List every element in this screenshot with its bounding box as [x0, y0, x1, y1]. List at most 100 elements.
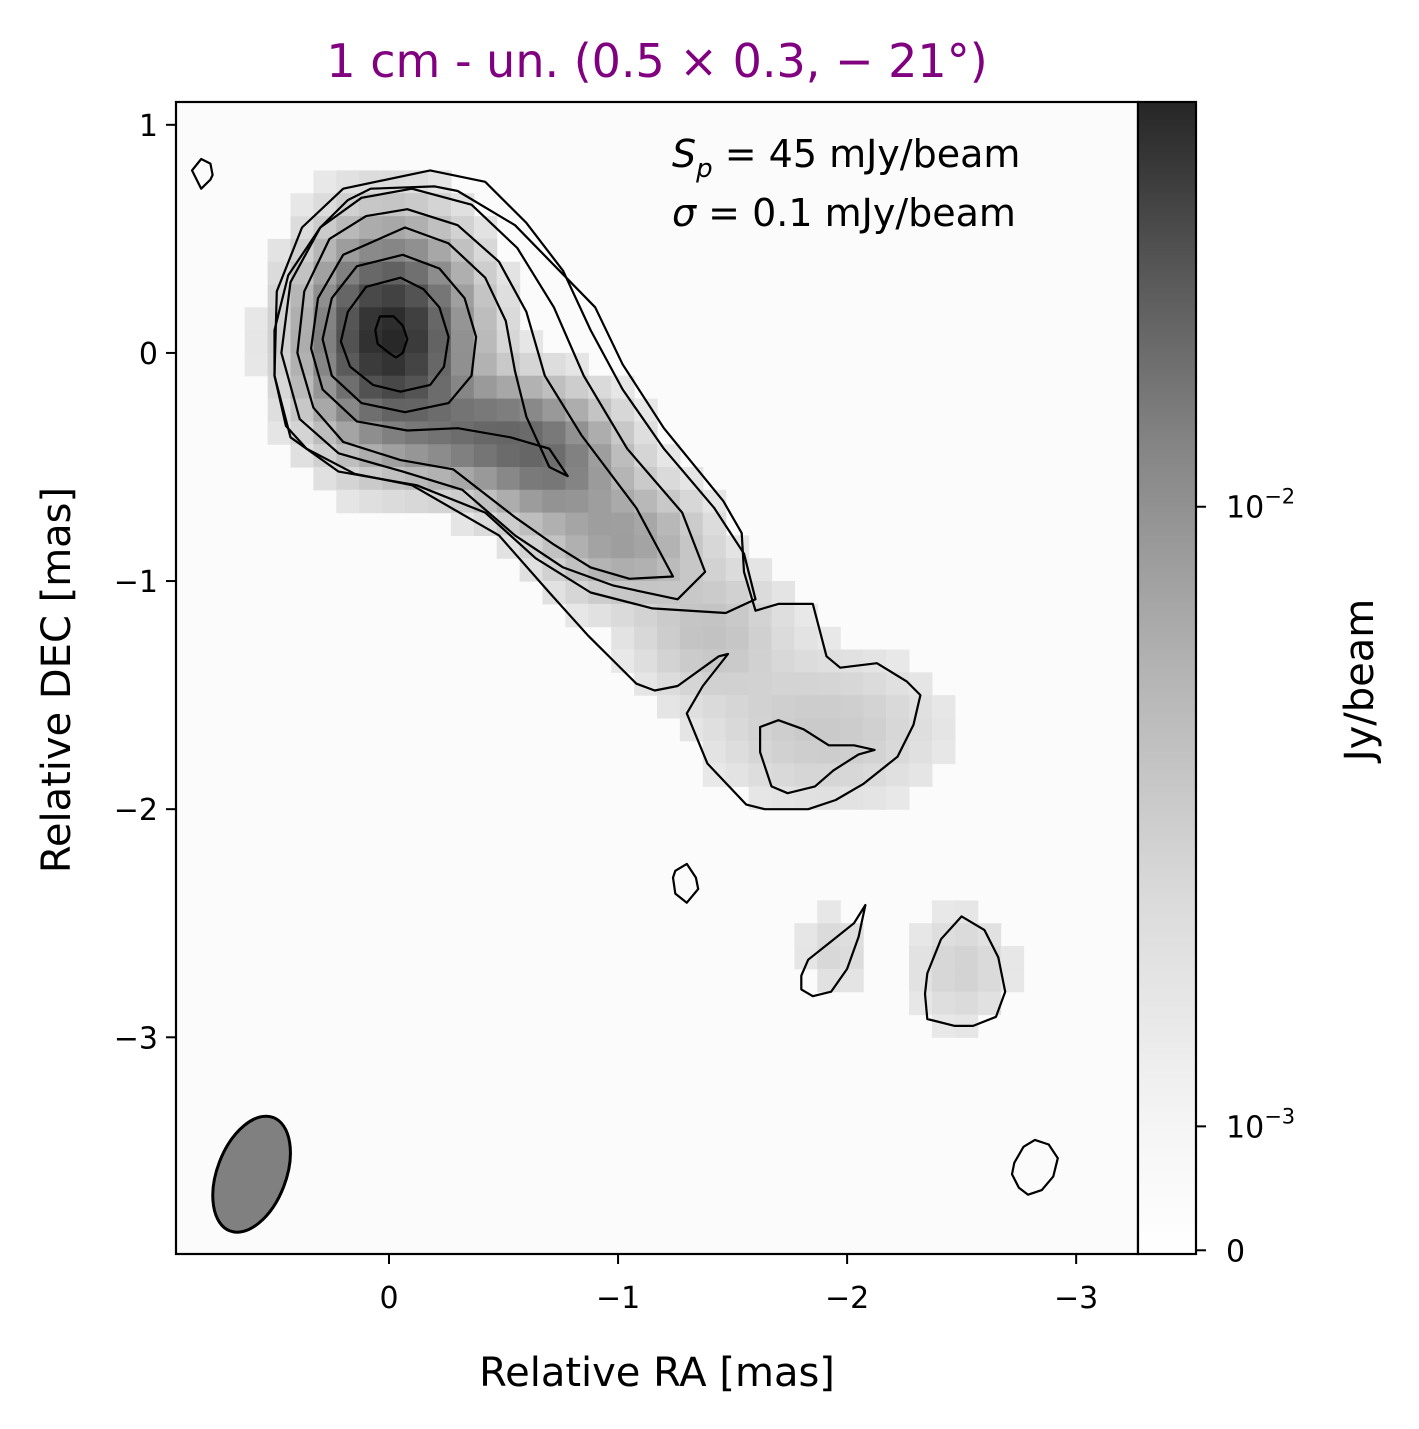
- intensity-pixel: [565, 352, 589, 377]
- contour-line-5: [280, 187, 707, 601]
- intensity-pixel: [473, 467, 498, 491]
- colorbar-ticks: 0 10−3 10−2: [1196, 485, 1295, 1269]
- intensity-pixel: [519, 489, 544, 514]
- intensity-pixel: [519, 352, 544, 377]
- intensity-pixel: [473, 330, 498, 354]
- intensity-pixel: [817, 923, 841, 947]
- intensity-pixel: [657, 695, 681, 719]
- intensity-pixel: [977, 923, 1002, 947]
- intensity-pixel: [679, 603, 704, 628]
- intensity-pixel: [450, 444, 475, 468]
- intensity-pixel: [519, 375, 544, 400]
- intensity-pixel: [542, 489, 566, 514]
- intensity-pixel: [267, 238, 292, 263]
- contour-line-13: [190, 157, 214, 190]
- intensity-pixel: [450, 398, 475, 422]
- intensity-pixel: [954, 991, 979, 1016]
- intensity-pixel: [679, 512, 704, 536]
- intensity-pixel: [771, 740, 795, 765]
- intensity-pixel: [840, 649, 864, 673]
- intensity-pixel: [1000, 968, 1025, 993]
- intensity-pixel: [863, 717, 887, 742]
- x-tick-label: −3: [1054, 1281, 1098, 1316]
- intensity-pixel: [450, 421, 475, 445]
- intensity-pixel: [702, 763, 727, 787]
- intensity-pixel: [886, 763, 910, 787]
- intensity-pixel: [702, 717, 727, 742]
- intensity-pixel: [565, 375, 589, 400]
- intensity-pixel: [290, 284, 314, 308]
- colorbar-gradient: [1138, 102, 1196, 1254]
- intensity-pixel: [359, 261, 383, 286]
- intensity-pixel: [886, 786, 910, 810]
- intensity-pixel: [657, 626, 681, 651]
- intensity-pixel: [588, 489, 612, 514]
- intensity-pixel: [748, 695, 773, 719]
- intensity-pixel: [496, 467, 521, 491]
- contour-line-8: [759, 719, 876, 795]
- y-tick-label: 1: [139, 109, 158, 144]
- intensity-pixel: [611, 444, 635, 468]
- intensity-pixel: [702, 558, 727, 582]
- plot-area: [174, 100, 1140, 1256]
- colorbar-tick-label: 10−3: [1226, 1104, 1295, 1145]
- intensity-pixel: [450, 352, 475, 377]
- intensity-pixel: [817, 740, 841, 765]
- intensity-pixel: [565, 398, 589, 422]
- intensity-pixel: [794, 946, 818, 970]
- contour-line-11: [923, 915, 1007, 1027]
- intensity-pixel: [909, 991, 933, 1016]
- intensity-pixel: [542, 581, 566, 605]
- intensity-pixel: [840, 968, 864, 993]
- intensity-pixel: [428, 444, 452, 468]
- intensity-pixel: [405, 261, 429, 286]
- colorbar-tick-label: 0: [1226, 1234, 1245, 1269]
- intensity-pixel: [611, 535, 635, 559]
- intensity-pixel: [634, 421, 658, 445]
- x-tick-label: −2: [825, 1281, 869, 1316]
- intensity-pixel: [496, 330, 521, 354]
- intensity-pixel: [817, 649, 841, 673]
- intensity-pixel: [725, 695, 750, 719]
- intensity-pixel: [794, 603, 818, 628]
- intensity-pixel: [954, 968, 979, 993]
- intensity-pixel: [634, 444, 658, 468]
- intensity-pixel: [611, 398, 635, 422]
- intensity-pixel: [450, 512, 475, 536]
- intensity-pixel: [473, 307, 498, 331]
- intensity-pixel: [405, 307, 429, 331]
- intensity-pixel: [428, 467, 452, 491]
- intensity-pixel: [588, 535, 612, 559]
- intensity-pixel: [519, 330, 544, 354]
- intensity-pixel: [725, 717, 750, 742]
- y-tick-label: −3: [114, 1021, 158, 1056]
- intensity-pixel: [863, 740, 887, 765]
- intensity-pixel: [565, 535, 589, 559]
- intensity-pixel: [565, 512, 589, 536]
- peak-flux-annotation: Sp = 45 mJy/beam: [672, 132, 1020, 184]
- intensity-pixel: [817, 672, 841, 696]
- intensity-pixel: [359, 467, 383, 491]
- intensity-pixel: [542, 421, 566, 445]
- intensity-pixel: [794, 649, 818, 673]
- intensity-pixel: [336, 307, 360, 331]
- intensity-pixel: [657, 603, 681, 628]
- contour-line-4: [296, 208, 675, 580]
- y-axis: 1 0 −1 −2 −3: [114, 109, 176, 1056]
- intensity-pixel: [863, 649, 887, 673]
- intensity-pixel: [428, 193, 452, 217]
- intensity-pixel: [725, 763, 750, 787]
- intensity-pixel: [725, 581, 750, 605]
- intensity-pixel: [565, 444, 589, 468]
- x-tick-label: 0: [379, 1281, 398, 1316]
- intensity-pixel: [657, 512, 681, 536]
- intensity-pixel: [359, 421, 383, 445]
- intensity-pixel: [450, 330, 475, 354]
- intensity-pixel: [473, 216, 498, 240]
- intensity-pixel: [863, 695, 887, 719]
- intensity-pixel: [359, 489, 383, 514]
- intensity-pixel: [702, 512, 727, 536]
- intensity-pixel: [565, 603, 589, 628]
- intensity-pixel: [611, 375, 635, 400]
- intensity-pixel: [634, 558, 658, 582]
